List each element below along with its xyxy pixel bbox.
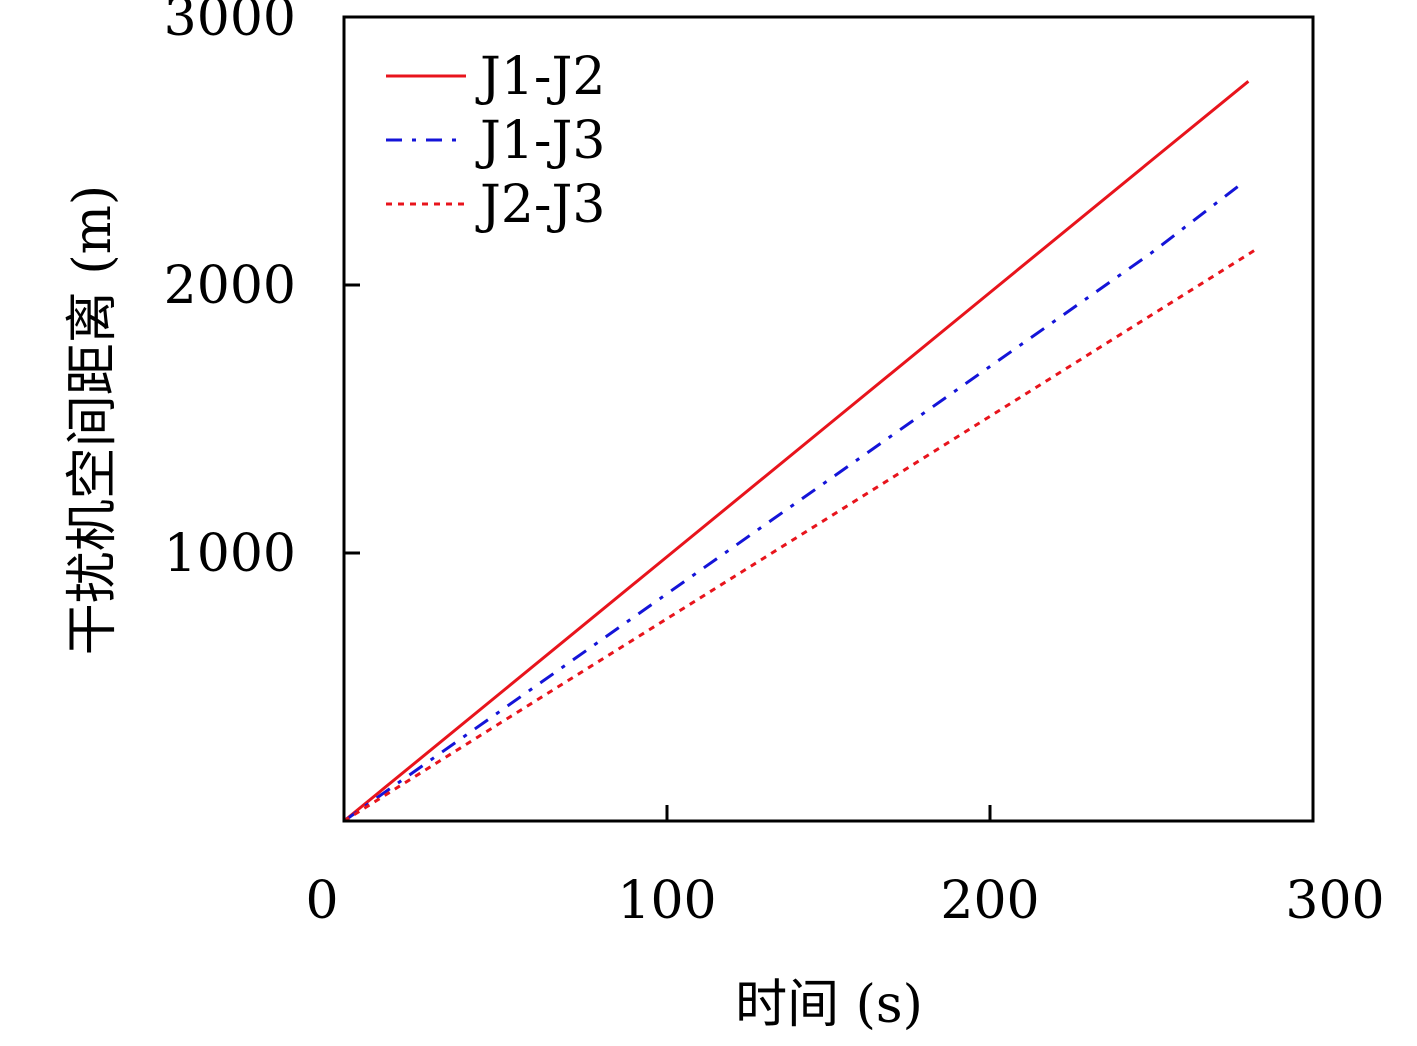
x-tick-label: 0 bbox=[305, 871, 338, 931]
series-line-j1-j2 bbox=[343, 80, 1250, 823]
legend-item: J2-J3 bbox=[386, 175, 605, 235]
x-tick-label: 100 bbox=[617, 871, 716, 931]
x-axis-title: 时间 (s) bbox=[735, 975, 923, 1035]
series-line-j1-j3 bbox=[343, 184, 1240, 823]
series-layer bbox=[343, 80, 1256, 823]
x-tick-label: 300 bbox=[1285, 871, 1384, 931]
tick-layer: 0 100 200 300 1000 2000 3000 bbox=[164, 0, 1385, 931]
y-tick-label: 2000 bbox=[164, 256, 296, 316]
y-tick-label: 3000 bbox=[164, 0, 296, 48]
y-axis-title: 干扰机空间距离 (m) bbox=[63, 185, 123, 655]
legend-item: J1-J2 bbox=[386, 47, 605, 107]
legend-item: J1-J3 bbox=[386, 111, 605, 171]
legend-label: J1-J2 bbox=[475, 47, 605, 107]
plot-frame bbox=[342, 15, 1315, 823]
x-tick-label: 200 bbox=[940, 871, 1039, 931]
legend-label: J2-J3 bbox=[475, 175, 605, 235]
series-line-j2-j3 bbox=[343, 248, 1256, 823]
legend-label: J1-J3 bbox=[475, 111, 605, 171]
y-tick-label: 1000 bbox=[164, 524, 296, 584]
